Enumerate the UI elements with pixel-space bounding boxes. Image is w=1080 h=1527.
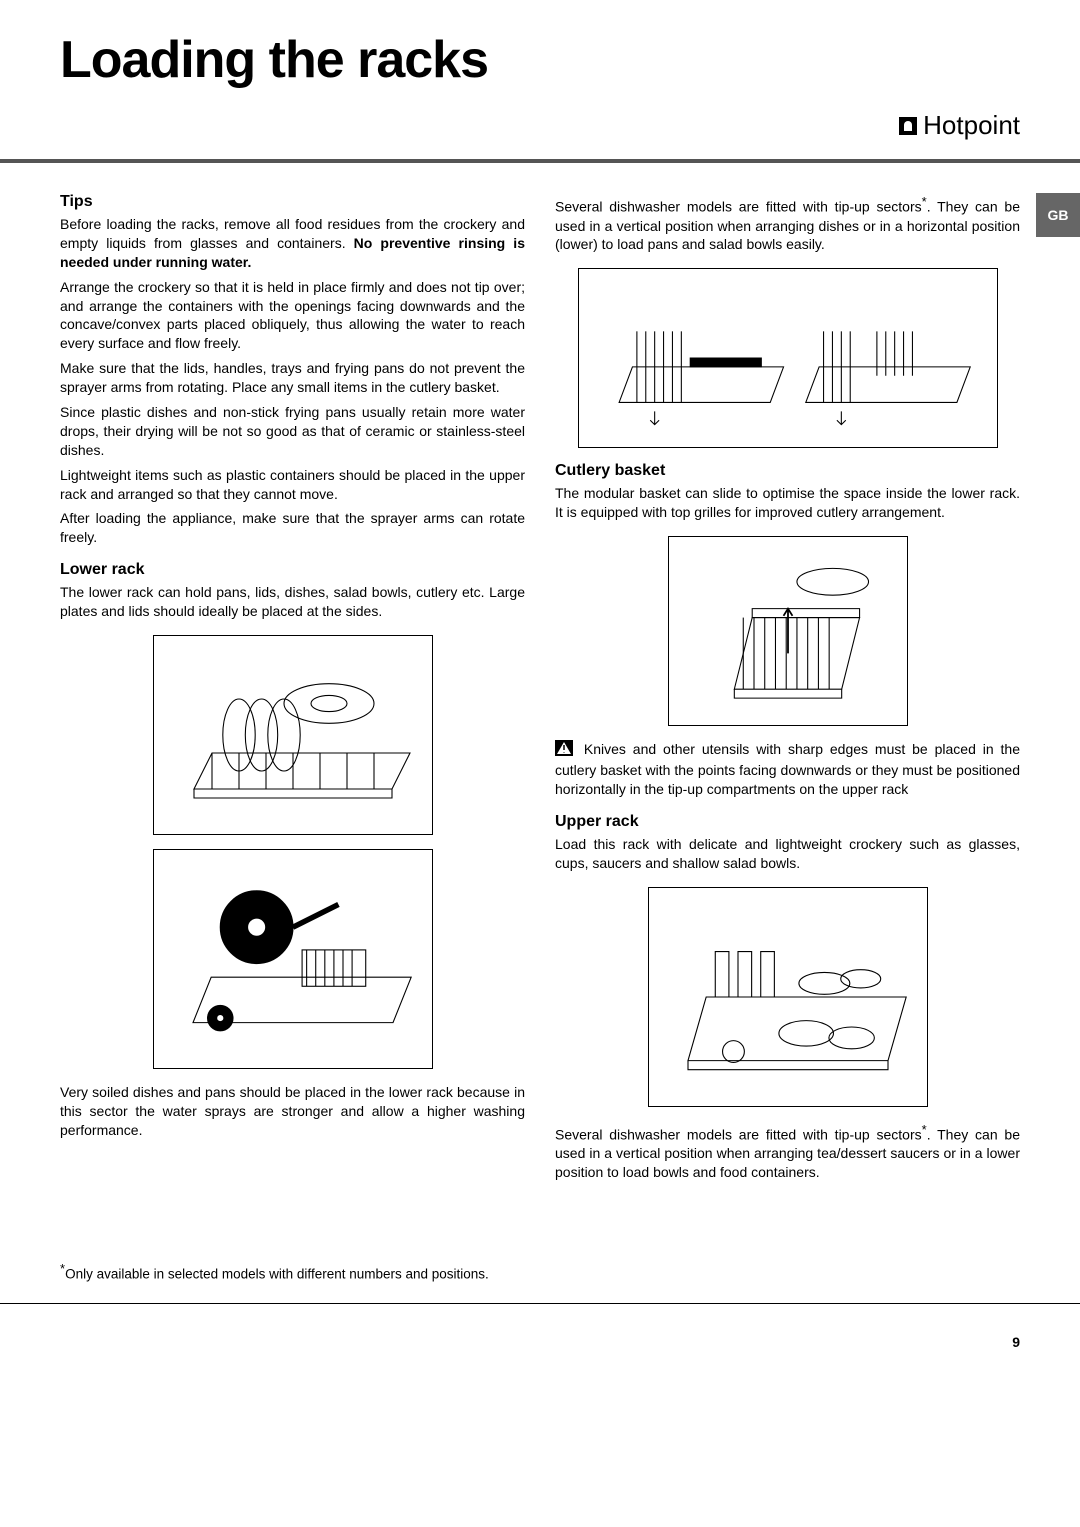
lower-rack-heading: Lower rack xyxy=(60,561,525,579)
tips-para-4: Since plastic dishes and non-stick fryin… xyxy=(60,403,525,460)
warning-triangle-icon xyxy=(555,740,573,761)
tipup-p1: Several dishwasher models are fitted wit… xyxy=(555,193,1020,254)
figure-cutlery-basket xyxy=(555,536,1020,726)
right-column: Several dishwasher models are fitted wit… xyxy=(555,193,1020,1283)
brand-row: Hotpoint xyxy=(60,110,1020,141)
tipup-illustration xyxy=(588,278,988,438)
tips-para-3: Make sure that the lids, handles, trays … xyxy=(60,359,525,397)
figure-lower-rack-1-box xyxy=(153,635,433,835)
cutlery-p1: The modular basket can slide to optimise… xyxy=(555,484,1020,522)
upper-p2a: Several dishwasher models are fitted wit… xyxy=(555,1126,922,1142)
tips-para-5: Lightweight items such as plastic contai… xyxy=(60,466,525,504)
tips-para-1: Before loading the racks, remove all foo… xyxy=(60,215,525,272)
figure-lower-rack-2-box xyxy=(153,849,433,1069)
figure-tipup-box xyxy=(578,268,998,448)
header-divider xyxy=(0,159,1080,163)
cutlery-illustration xyxy=(678,546,898,716)
tipup-p1a: Several dishwasher models are fitted wit… xyxy=(555,199,922,215)
page-number: 9 xyxy=(60,1334,1020,1350)
page-header: Loading the racks Hotpoint xyxy=(60,30,1020,141)
upper-rack-p1: Load this rack with delicate and lightwe… xyxy=(555,835,1020,873)
brand-logo-inner xyxy=(904,121,912,131)
figure-upper-rack-box xyxy=(648,887,928,1107)
content-columns: GB Tips Before loading the racks, remove… xyxy=(60,193,1020,1283)
lower-rack-p1: The lower rack can hold pans, lids, dish… xyxy=(60,583,525,621)
lower-rack-p2: Very soiled dishes and pans should be pl… xyxy=(60,1083,525,1140)
tips-para-6: After loading the appliance, make sure t… xyxy=(60,509,525,547)
upper-rack-p2: Several dishwasher models are fitted wit… xyxy=(555,1121,1020,1182)
brand-logo-icon xyxy=(899,117,917,135)
cutlery-warning-text: Knives and other utensils with sharp edg… xyxy=(555,741,1020,797)
brand-name: Hotpoint xyxy=(923,110,1020,141)
left-column: Tips Before loading the racks, remove al… xyxy=(60,193,525,1283)
language-tab: GB xyxy=(1036,193,1080,237)
lower-rack-illustration-2 xyxy=(163,859,423,1059)
cutlery-heading: Cutlery basket xyxy=(555,462,1020,480)
footnote-text: Only available in selected models with d… xyxy=(65,1266,489,1281)
page-title: Loading the racks xyxy=(60,30,1020,90)
figure-lower-rack-2 xyxy=(60,849,525,1069)
tips-para-2: Arrange the crockery so that it is held … xyxy=(60,278,525,354)
upper-rack-illustration xyxy=(658,897,918,1097)
figure-tipup-sectors xyxy=(555,268,1020,448)
cutlery-warning: Knives and other utensils with sharp edg… xyxy=(555,740,1020,799)
figure-lower-rack-1 xyxy=(60,635,525,835)
figure-upper-rack xyxy=(555,887,1020,1107)
lower-rack-illustration-1 xyxy=(163,645,423,825)
footnote: *Only available in selected models with … xyxy=(60,1260,525,1284)
footer-divider xyxy=(0,1303,1080,1304)
page-container: Loading the racks Hotpoint GB Tips Befor… xyxy=(0,0,1080,1380)
upper-rack-heading: Upper rack xyxy=(555,813,1020,831)
figure-cutlery-box xyxy=(668,536,908,726)
tips-heading: Tips xyxy=(60,193,525,211)
